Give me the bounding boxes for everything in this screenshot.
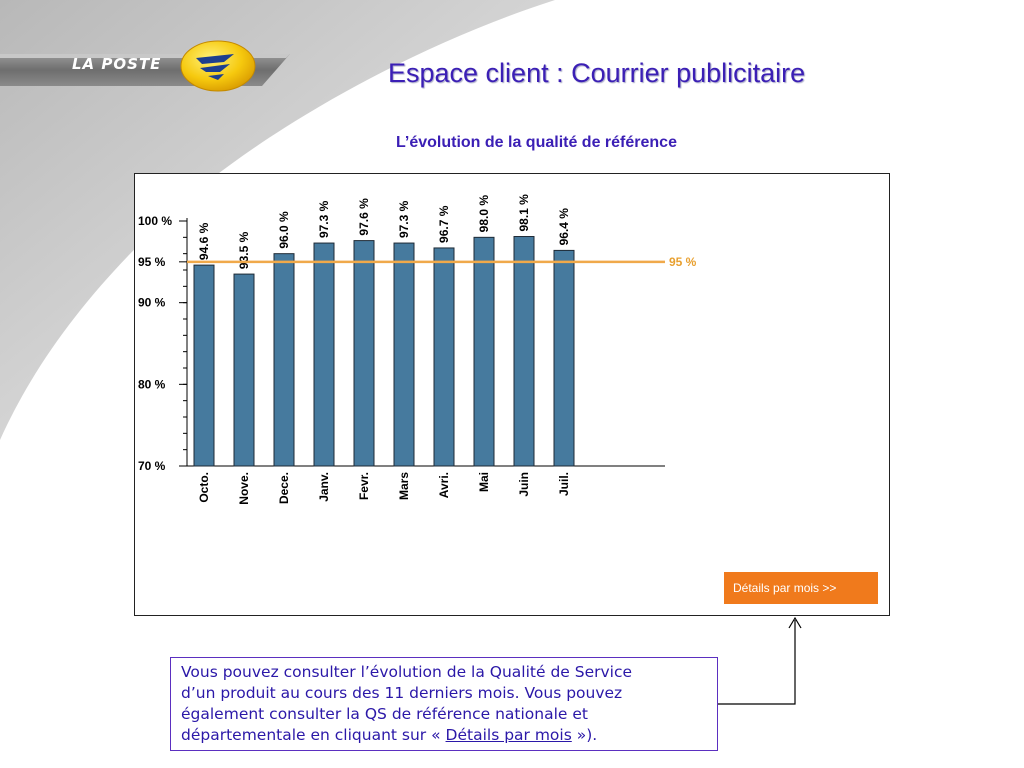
bar-value-label: 94.6 % <box>197 222 211 260</box>
y-tick-label: 90 % <box>138 296 166 310</box>
x-category-label: Janv. <box>317 472 331 502</box>
x-category-label: Mars <box>397 472 411 500</box>
bar <box>353 240 375 467</box>
x-category-label: Juil. <box>557 472 571 496</box>
bar-value-label: 96.4 % <box>557 208 571 246</box>
x-category-label: Mai <box>477 472 491 492</box>
bar-value-label: 93.5 % <box>237 231 251 269</box>
page-title: Espace client : Courrier publicitaire <box>388 58 806 88</box>
bar <box>193 264 215 467</box>
info-line-4: départementale en cliquant sur « Détails… <box>181 725 717 746</box>
details-par-mois-button[interactable]: Détails par mois >> <box>724 572 878 604</box>
bar-value-label: 96.0 % <box>277 211 291 249</box>
quality-bar-chart: 100 % 95 % 90 % 80 % 70 % 94.6 % Octo. 93.5 % No… <box>138 194 697 505</box>
x-category-label: Avri. <box>437 472 451 498</box>
bar <box>233 273 255 467</box>
y-tick-label: 95 % <box>138 255 166 269</box>
bar <box>433 247 455 467</box>
chart-panel: 100 % 95 % 90 % 80 % 70 % 94.6 % Octo. 93.5 % No… <box>134 173 890 616</box>
bar-value-label: 97.3 % <box>317 200 331 238</box>
bar <box>513 236 535 467</box>
y-tick-label: 70 % <box>138 459 166 473</box>
bar-value-label: 97.3 % <box>397 200 411 238</box>
x-category-label: Dece. <box>277 472 291 504</box>
bar <box>393 242 415 467</box>
logo-text: LA POSTE <box>72 55 162 73</box>
bar <box>313 242 335 467</box>
bar <box>273 253 295 467</box>
info-line-2: d’un produit au cours des 11 derniers mo… <box>181 684 623 702</box>
x-category-label: Fevr. <box>357 472 371 500</box>
bar-value-label: 98.1 % <box>517 194 531 232</box>
x-category-label: Octo. <box>197 472 211 503</box>
x-category-label: Juin <box>517 472 531 497</box>
details-par-mois-link[interactable]: Détails par mois <box>445 726 572 744</box>
info-line-3: également consulter la QS de référence n… <box>181 705 588 723</box>
info-line-1: Vous pouvez consulter l’évolution de la … <box>181 663 633 681</box>
info-line-4-suffix: »). <box>571 726 598 744</box>
x-category-label: Nove. <box>237 472 251 505</box>
la-poste-bird-icon <box>180 40 256 92</box>
bar-value-label: 97.6 % <box>357 198 371 236</box>
bar <box>553 249 575 467</box>
bar <box>473 236 495 467</box>
chart-title: L’évolution de la qualité de référence <box>396 134 677 151</box>
info-line-4-prefix: départementale en cliquant sur « <box>181 726 446 744</box>
y-tick-label: 100 % <box>138 214 172 228</box>
info-box: Vous pouvez consulter l’évolution de la … <box>170 657 718 751</box>
bar-value-label: 96.7 % <box>437 205 451 243</box>
bar-value-label: 98.0 % <box>477 195 491 233</box>
reference-line-label: 95 % <box>669 255 697 269</box>
y-tick-label: 80 % <box>138 377 166 391</box>
